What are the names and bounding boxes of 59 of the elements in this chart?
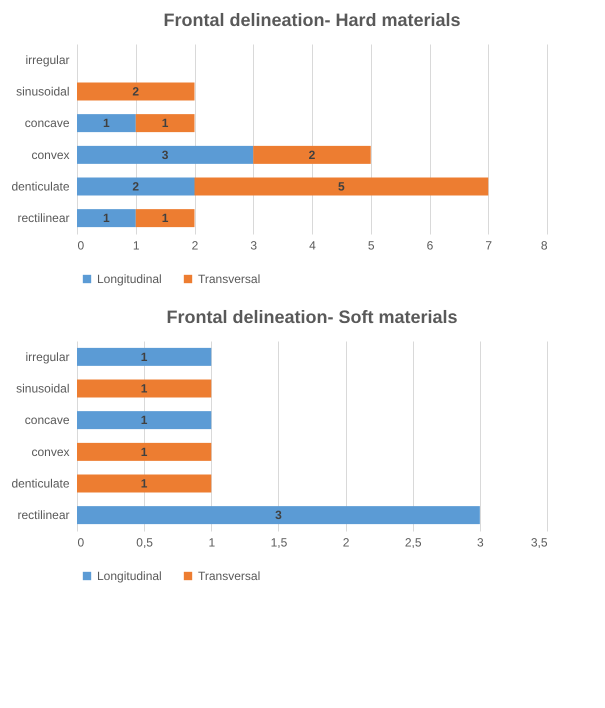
data-label: 1: [162, 211, 169, 226]
x-tick-label: 3,5: [530, 536, 548, 550]
x-tick-label: 1: [132, 238, 140, 252]
bar: [77, 146, 254, 164]
bar: [253, 146, 371, 164]
legend-label: Longitudinal: [97, 569, 162, 583]
bar: [77, 178, 194, 196]
y-tick-label: convex: [31, 148, 70, 162]
data-label: 1: [103, 116, 110, 130]
data-label: 1: [103, 211, 110, 226]
data-label: 2: [132, 84, 140, 98]
x-tick-label: 6: [426, 238, 434, 252]
bar: [136, 209, 194, 228]
x-tick-label: 2: [342, 536, 350, 550]
y-tick-label: sinusoidal: [16, 382, 70, 396]
y-tick-label: rectilinear: [17, 211, 70, 226]
data-label: 2: [308, 148, 316, 162]
y-tick-label: concave: [24, 413, 70, 428]
data-label: 3: [162, 148, 169, 162]
data-label: 5: [338, 180, 346, 194]
x-tick-label: 0,5: [136, 536, 154, 550]
bar: [77, 82, 194, 100]
data-label: 1: [162, 116, 169, 130]
y-tick-label: convex: [31, 444, 70, 459]
x-tick-label: 3: [477, 536, 484, 550]
y-tick-label: concave: [24, 116, 70, 130]
data-label: 1: [140, 444, 148, 459]
bar: [136, 114, 194, 132]
chart-title: Frontal delineation- Soft materials: [166, 307, 458, 327]
bar: [77, 209, 136, 228]
x-tick-label: 0: [78, 238, 84, 252]
x-tick-label: 2: [192, 238, 199, 252]
data-label: 3: [275, 508, 282, 522]
data-label: 1: [140, 476, 148, 490]
bar: [194, 178, 488, 196]
legend-label: Longitudinal: [97, 272, 162, 286]
x-tick-label: 4: [309, 238, 316, 252]
y-tick-label: sinusoidal: [16, 84, 70, 98]
x-tick-label: 1: [208, 536, 216, 550]
x-tick-label: 5: [368, 238, 375, 252]
y-tick-label: rectilinear: [17, 508, 70, 522]
y-tick-label: denticulate: [11, 476, 70, 490]
data-label: 1: [140, 382, 148, 396]
x-tick-label: 2,5: [404, 536, 422, 550]
y-tick-label: irregular: [25, 350, 70, 364]
y-tick-label: denticulate: [11, 180, 70, 194]
data-label: 1: [140, 350, 148, 364]
bar: [77, 114, 136, 132]
legend-label: Transversal: [198, 272, 260, 286]
legend-label: Transversal: [198, 569, 260, 583]
chart-title: Frontal delineation- Hard materials: [163, 10, 461, 30]
x-tick-label: 8: [540, 238, 548, 252]
x-tick-label: 1,5: [270, 536, 288, 550]
y-tick-label: irregular: [25, 52, 70, 67]
x-tick-label: 0: [78, 536, 84, 550]
x-tick-label: 7: [485, 238, 492, 252]
data-label: 2: [132, 180, 140, 194]
data-label: 1: [140, 413, 148, 428]
x-tick-label: 3: [250, 238, 258, 252]
